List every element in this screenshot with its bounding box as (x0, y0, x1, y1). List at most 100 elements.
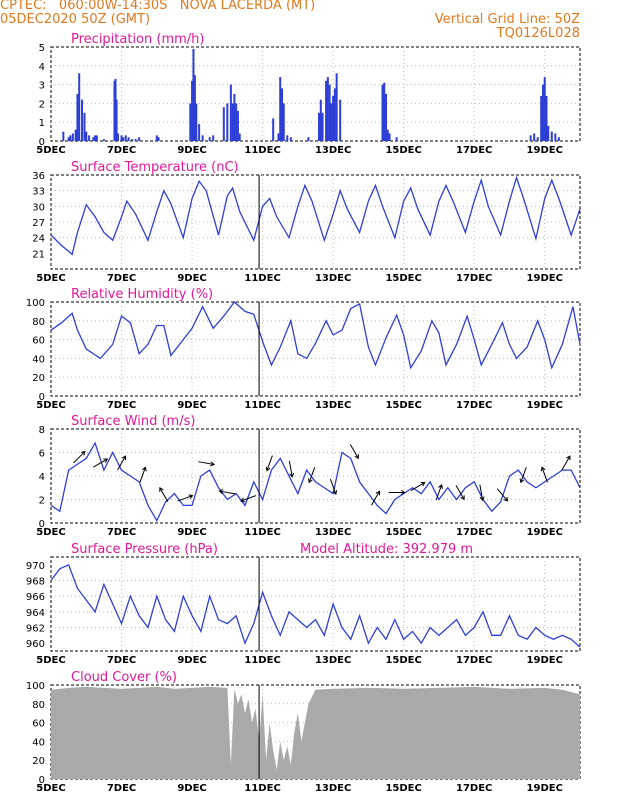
temp-xtick: 19DEC (527, 273, 563, 284)
precip-bar (319, 99, 322, 141)
rh-xtick: 19DEC (527, 400, 563, 411)
cloud-xtick: 9DEC (177, 783, 206, 794)
precip-bar (102, 139, 105, 141)
precip-bar (328, 84, 331, 141)
precip-bar (192, 48, 195, 141)
wind-xtick: 9DEC (177, 527, 206, 538)
wind-arrow-head (218, 489, 224, 495)
wind-xtick: 11DEC (244, 527, 280, 538)
wind-arrow-head (503, 496, 509, 502)
temp-ytick: 27 (32, 218, 45, 229)
pres-frame (50, 556, 581, 652)
pres-ytick: 968 (26, 577, 45, 588)
wind-arrow (435, 484, 443, 501)
precip-bar (318, 112, 321, 141)
precip-bar (95, 135, 98, 141)
wind-arrow-head (400, 489, 406, 495)
precip-bar (238, 133, 241, 141)
temp-title: Surface Temperature (nC) (71, 160, 239, 175)
pres-ytick: 964 (26, 608, 45, 619)
wind-arrow-head (438, 484, 443, 489)
wind-xtick: 5DEC (36, 527, 65, 538)
precip-bar (280, 88, 283, 141)
precip-bar (62, 131, 65, 141)
precip-xtick: 17DEC (456, 145, 492, 156)
precip-xtick: 19DEC (527, 145, 563, 156)
cloud-xtick: 19DEC (527, 783, 563, 794)
precip-bar (333, 88, 336, 141)
precip-ytick: 1 (39, 118, 45, 129)
header-grid-line: Vertical Grid Line: 50Z (434, 12, 580, 27)
temp-xtick: 5DEC (36, 273, 65, 284)
pres-xtick: 5DEC (36, 655, 65, 666)
precip-bar (71, 133, 74, 141)
pres-xtick: 15DEC (385, 655, 421, 666)
precip-bar (332, 95, 335, 141)
precip-bar (235, 103, 238, 141)
rh-ytick: 60 (32, 336, 45, 347)
pres-panel: 960 962 964 966 968 970 5DEC 7DEC 9DEC 11DEC 13DEC… (26, 542, 581, 666)
wind-arrow (219, 490, 236, 495)
precip-bar (277, 133, 280, 141)
precip-bar (541, 84, 544, 141)
precip-bar (385, 94, 388, 141)
wind-arrow (117, 455, 126, 471)
wind-arrow (455, 485, 465, 500)
precip-bar (124, 135, 127, 141)
wind-xtick: 13DEC (315, 527, 351, 538)
wind-arrow-head (566, 455, 571, 461)
wind-xtick: 15DEC (385, 527, 421, 538)
wind-xtick: 19DEC (527, 527, 563, 538)
rh-ytick: 80 (32, 317, 45, 328)
precip-bar (330, 103, 333, 141)
header-station: CPTEC: 060:00W-14:30S NOVA LACERDA (MT) (0, 0, 316, 13)
precip-ytick: 4 (39, 62, 45, 73)
precip-bar (117, 133, 120, 141)
wind-arrow (541, 467, 548, 483)
precip-bar (155, 135, 158, 141)
wind-ytick: 8 (39, 425, 45, 436)
precip-bar (529, 135, 532, 141)
precip-bar (554, 133, 557, 141)
pres-ytick: 962 (26, 624, 45, 635)
pres-title: Surface Pressure (hPa) (71, 542, 218, 557)
rh-xtick: 13DEC (315, 400, 351, 411)
wind-arrow-head (375, 490, 381, 496)
precip-bar (386, 129, 389, 141)
precip-bar (195, 103, 198, 141)
rh-panel: 0 20 40 60 80 100 5DEC 7DEC 9DEC 11DEC 13DEC 15DEC 1… (26, 287, 581, 411)
pres-ytick: 970 (26, 561, 45, 572)
precip-bar (120, 135, 123, 141)
wind-arrow-head (142, 466, 147, 472)
precip-bar (279, 77, 282, 141)
precip-bar (272, 118, 275, 141)
precip-bar (545, 95, 548, 141)
precip-bar (193, 75, 196, 141)
rh-xtick: 11DEC (244, 400, 280, 411)
wind-panel: 0 2 4 6 8 5DEC 7DEC 9DEC 11DEC 13DEC 15DEC 17DEC 19D… (36, 414, 581, 538)
rh-xtick: 17DEC (456, 400, 492, 411)
wind-arrow-head (420, 482, 426, 487)
precip-bar (557, 137, 560, 141)
pres-ytick: 960 (26, 639, 45, 650)
precip-ytick: 3 (39, 81, 45, 92)
cloud-ytick: 80 (32, 700, 45, 711)
wind-title: Surface Wind (m/s) (71, 414, 195, 429)
rh-ytick: 40 (32, 354, 45, 365)
precip-bar (326, 77, 329, 141)
cloud-xtick: 7DEC (107, 783, 136, 794)
temp-xtick: 17DEC (456, 273, 492, 284)
temp-ytick: 36 (32, 171, 45, 182)
precip-bar (114, 78, 117, 141)
temp-xtick: 13DEC (315, 273, 351, 284)
precip-panel: 0 1 2 3 4 5 5DEC 7DEC 9DEC 11DEC 13DEC 15DEC 17DEC 19… (36, 32, 581, 156)
wind-arrow (198, 461, 215, 465)
cloud-ytick: 0 (39, 775, 45, 786)
precip-bar (222, 107, 225, 141)
precip-bar (321, 112, 324, 141)
rh-xtick: 5DEC (36, 400, 65, 411)
pres-xtick: 9DEC (177, 655, 206, 666)
precip-bar (229, 84, 232, 141)
wind-arrow-head (121, 455, 127, 461)
precip-xtick: 15DEC (385, 145, 421, 156)
